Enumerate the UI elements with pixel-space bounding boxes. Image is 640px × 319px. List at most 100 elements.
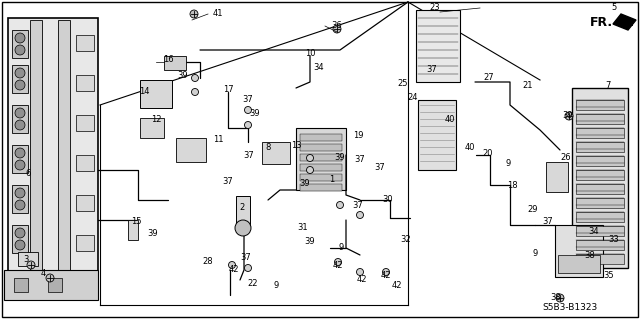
Bar: [18, 252, 38, 266]
Bar: [572, 88, 628, 268]
Text: 37: 37: [223, 177, 234, 187]
Text: 42: 42: [381, 271, 391, 279]
Bar: [576, 114, 624, 124]
Text: 37: 37: [244, 151, 254, 160]
Text: 28: 28: [203, 256, 213, 265]
Circle shape: [228, 262, 236, 269]
Bar: [48, 278, 62, 292]
Bar: [58, 20, 70, 278]
Bar: [300, 134, 342, 141]
Circle shape: [235, 220, 251, 236]
Text: 13: 13: [291, 140, 301, 150]
Text: S5B3-B1323: S5B3-B1323: [542, 302, 598, 311]
Text: 37: 37: [243, 95, 253, 105]
Bar: [300, 184, 342, 191]
Circle shape: [46, 274, 54, 282]
Bar: [12, 225, 28, 253]
Bar: [296, 128, 346, 190]
Text: 18: 18: [507, 182, 517, 190]
Text: 9: 9: [273, 281, 278, 291]
Text: 11: 11: [212, 136, 223, 145]
Circle shape: [15, 200, 25, 210]
Text: 42: 42: [333, 261, 343, 270]
Text: 37: 37: [355, 155, 365, 165]
Bar: [76, 235, 94, 251]
Bar: [76, 115, 94, 131]
Bar: [4, 270, 98, 300]
Text: 39: 39: [335, 153, 346, 162]
Text: 9: 9: [506, 159, 511, 167]
Circle shape: [244, 264, 252, 271]
Text: 9: 9: [339, 243, 344, 253]
Text: 33: 33: [609, 235, 620, 244]
Bar: [555, 225, 603, 277]
Text: 34: 34: [314, 63, 324, 71]
Text: FR.: FR.: [590, 16, 613, 28]
Circle shape: [15, 240, 25, 250]
Bar: [164, 56, 186, 70]
Bar: [30, 20, 42, 278]
Text: 38: 38: [584, 251, 595, 261]
Circle shape: [244, 107, 252, 114]
Text: 39: 39: [148, 229, 158, 239]
Text: 21: 21: [523, 81, 533, 91]
Text: 22: 22: [248, 279, 259, 288]
Circle shape: [15, 33, 25, 43]
Bar: [262, 142, 290, 164]
Circle shape: [335, 258, 342, 265]
Bar: [576, 142, 624, 152]
Bar: [14, 278, 28, 292]
Text: 37: 37: [374, 164, 385, 173]
Text: 3: 3: [23, 255, 29, 263]
Circle shape: [307, 167, 314, 174]
Bar: [8, 18, 98, 280]
Circle shape: [15, 120, 25, 130]
Bar: [576, 170, 624, 180]
Text: 24: 24: [408, 93, 419, 101]
Circle shape: [356, 211, 364, 219]
Text: 9: 9: [532, 249, 538, 258]
Text: 40: 40: [465, 143, 476, 152]
Circle shape: [191, 75, 198, 81]
Text: 17: 17: [223, 85, 234, 94]
Bar: [416, 10, 460, 82]
Circle shape: [307, 154, 314, 161]
Circle shape: [337, 202, 344, 209]
Bar: [300, 144, 342, 151]
Text: 1: 1: [330, 175, 335, 184]
Text: 40: 40: [445, 115, 455, 124]
Bar: [176, 138, 206, 162]
Text: 39: 39: [250, 108, 260, 117]
Bar: [300, 164, 342, 171]
Text: 23: 23: [429, 4, 440, 12]
Circle shape: [15, 108, 25, 118]
Circle shape: [15, 228, 25, 238]
Text: 39: 39: [563, 110, 573, 120]
Text: 20: 20: [483, 149, 493, 158]
Circle shape: [333, 25, 341, 33]
Bar: [236, 196, 250, 228]
Bar: [546, 162, 568, 192]
Circle shape: [15, 160, 25, 170]
Circle shape: [565, 112, 573, 120]
Circle shape: [191, 88, 198, 95]
Text: 30: 30: [383, 196, 394, 204]
Bar: [418, 100, 456, 170]
Bar: [576, 254, 624, 264]
Text: 32: 32: [401, 235, 412, 244]
Bar: [12, 105, 28, 133]
Bar: [300, 154, 342, 161]
Circle shape: [15, 188, 25, 198]
Text: 14: 14: [139, 86, 149, 95]
Circle shape: [15, 148, 25, 158]
Text: 42: 42: [228, 265, 239, 275]
Text: 37: 37: [241, 254, 252, 263]
Circle shape: [190, 10, 198, 18]
Text: 2: 2: [239, 204, 244, 212]
Text: 37: 37: [353, 202, 364, 211]
Bar: [76, 155, 94, 171]
Circle shape: [27, 261, 35, 269]
Text: 16: 16: [163, 56, 173, 64]
Bar: [576, 100, 624, 110]
Text: 4: 4: [40, 270, 45, 278]
